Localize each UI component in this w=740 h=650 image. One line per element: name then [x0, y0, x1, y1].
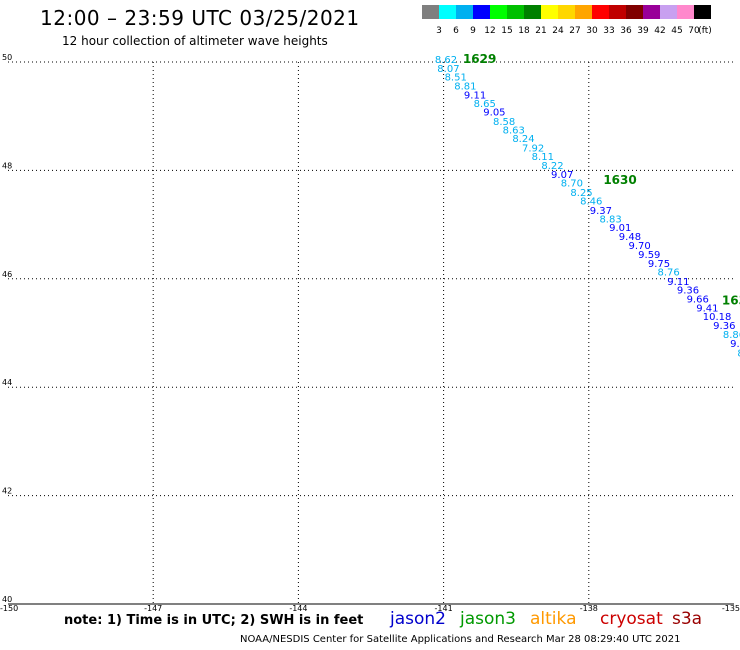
scale-swatch	[609, 5, 626, 19]
wave-height-value: 8.63	[503, 126, 525, 137]
scale-label: 45	[671, 26, 683, 36]
wave-height-value: 9.57	[730, 339, 740, 350]
wave-height-value: 8.83	[599, 214, 621, 225]
wave-height-value: 9.66	[687, 295, 709, 306]
satellite-jason2: jason2	[390, 609, 446, 629]
wave-height-value: 9.07	[551, 170, 573, 181]
wave-height-value: 8.51	[445, 72, 467, 83]
lat-label: 42	[2, 487, 12, 496]
map-grid	[8, 61, 734, 605]
scale-swatch	[643, 5, 660, 19]
scale-label: 36	[620, 26, 632, 36]
wave-height-value: 9.70	[628, 241, 650, 252]
scale-label: 27	[569, 26, 581, 36]
lat-label: 46	[2, 270, 12, 279]
wave-height-value: 8.46	[580, 197, 602, 208]
scale-swatch	[660, 5, 677, 19]
wave-height-value: 9.36	[713, 321, 735, 332]
satellite-altika: altika	[530, 609, 577, 629]
wave-height-value: 8.58	[493, 117, 515, 128]
scale-swatch	[439, 5, 456, 19]
page-title: 12:00 – 23:59 UTC 03/25/2021	[40, 6, 360, 30]
page-subtitle: 12 hour collection of altimeter wave hei…	[62, 34, 328, 48]
satellite-tracks: 8.628.078.518.819.118.659.058.588.638.24…	[435, 52, 740, 359]
scale-swatch	[677, 5, 694, 19]
wave-height-value: 8.76	[658, 268, 680, 279]
scale-swatch	[626, 5, 643, 19]
satellite-jason3: jason3	[460, 609, 516, 629]
wave-height-value: 9.36	[677, 285, 699, 296]
lon-label: -135	[722, 604, 740, 613]
scale-label: 21	[535, 26, 547, 36]
scale-swatch	[558, 5, 575, 19]
lat-label: 50	[2, 53, 12, 62]
satellite-s3a: s3a	[672, 609, 703, 629]
wave-height-value: 8.65	[474, 99, 496, 110]
scale-swatch	[473, 5, 490, 19]
scale-label: 12	[484, 26, 496, 36]
wave-height-value: 8.22	[541, 161, 563, 172]
scale-swatch	[575, 5, 592, 19]
lon-label: -150	[0, 604, 18, 613]
wave-height-value: 8.25	[570, 188, 592, 199]
scale-label: 33	[603, 26, 615, 36]
wave-height-value: 10.18	[703, 312, 732, 323]
scale-swatch	[541, 5, 558, 19]
scale-swatch	[422, 5, 439, 19]
wave-height-value: 9.59	[638, 250, 660, 261]
wave-height-value: 9.41	[696, 303, 718, 314]
pass-number-label: 1629	[463, 52, 496, 66]
pass-1631: 9.368.869.578.458.999.2610.491631	[713, 293, 740, 359]
scale-label: 24	[552, 26, 564, 36]
scale-swatch	[490, 5, 507, 19]
scale-label: (ft)	[698, 26, 712, 36]
wave-height-value: 9.11	[464, 90, 486, 101]
scale-label: 9	[470, 26, 476, 36]
wave-height-value: 8.62	[435, 55, 457, 66]
satellite-cryosat: cryosat	[600, 609, 663, 629]
scale-label: 70	[688, 26, 700, 36]
wave-height-value: 8.81	[454, 82, 476, 93]
lon-label: -144	[289, 604, 307, 613]
lon-label: -138	[580, 604, 598, 613]
scale-swatch	[456, 5, 473, 19]
lat-label: 48	[2, 161, 12, 170]
wave-height-value: 7.92	[522, 143, 544, 154]
scale-label: 39	[637, 26, 649, 36]
credit-line: NOAA/NESDIS Center for Satellite Applica…	[240, 634, 681, 645]
wave-height-value: 8.24	[512, 134, 534, 145]
scale-label: 30	[586, 26, 598, 36]
scale-swatch	[507, 5, 524, 19]
scale-label: 18	[518, 26, 530, 36]
scale-label: 3	[436, 26, 442, 36]
wave-height-value: 8.11	[532, 152, 554, 163]
scale-swatch	[524, 5, 541, 19]
wave-height-value: 8.45	[737, 348, 740, 359]
wave-height-value: 8.86	[723, 330, 740, 341]
pass-number-label: 1631	[722, 293, 740, 307]
wave-height-value: 9.11	[667, 277, 689, 288]
scale-label: 15	[501, 26, 513, 36]
wave-height-value: 8.07	[437, 64, 459, 75]
wave-height-value: 9.48	[619, 232, 641, 243]
wave-height-value: 8.70	[561, 179, 583, 190]
wave-height-value: 9.01	[609, 223, 631, 234]
lon-label: -141	[435, 604, 453, 613]
scale-swatch	[694, 5, 711, 19]
lat-label: 44	[2, 378, 12, 387]
axis-labels: 50 48 46 44 42 40-150 -147 -144 -141 -138 -135	[0, 53, 740, 613]
pass-1630: 9.078.708.258.469.378.839.019.489.709.59…	[551, 170, 731, 323]
footnote: note: 1) Time is in UTC; 2) SWH is in fe…	[64, 613, 364, 628]
scale-label: 6	[453, 26, 459, 36]
lon-label: -147	[144, 604, 162, 613]
wave-height-value: 9.75	[648, 259, 670, 270]
wave-height-value: 9.05	[483, 108, 505, 119]
scale-swatch	[592, 5, 609, 19]
scale-label: 42	[654, 26, 666, 36]
pass-1629: 8.628.078.518.819.118.659.058.588.638.24…	[435, 52, 564, 172]
pass-number-label: 1630	[603, 173, 636, 187]
lat-label: 40	[2, 595, 12, 604]
wave-height-value: 9.37	[590, 206, 612, 217]
